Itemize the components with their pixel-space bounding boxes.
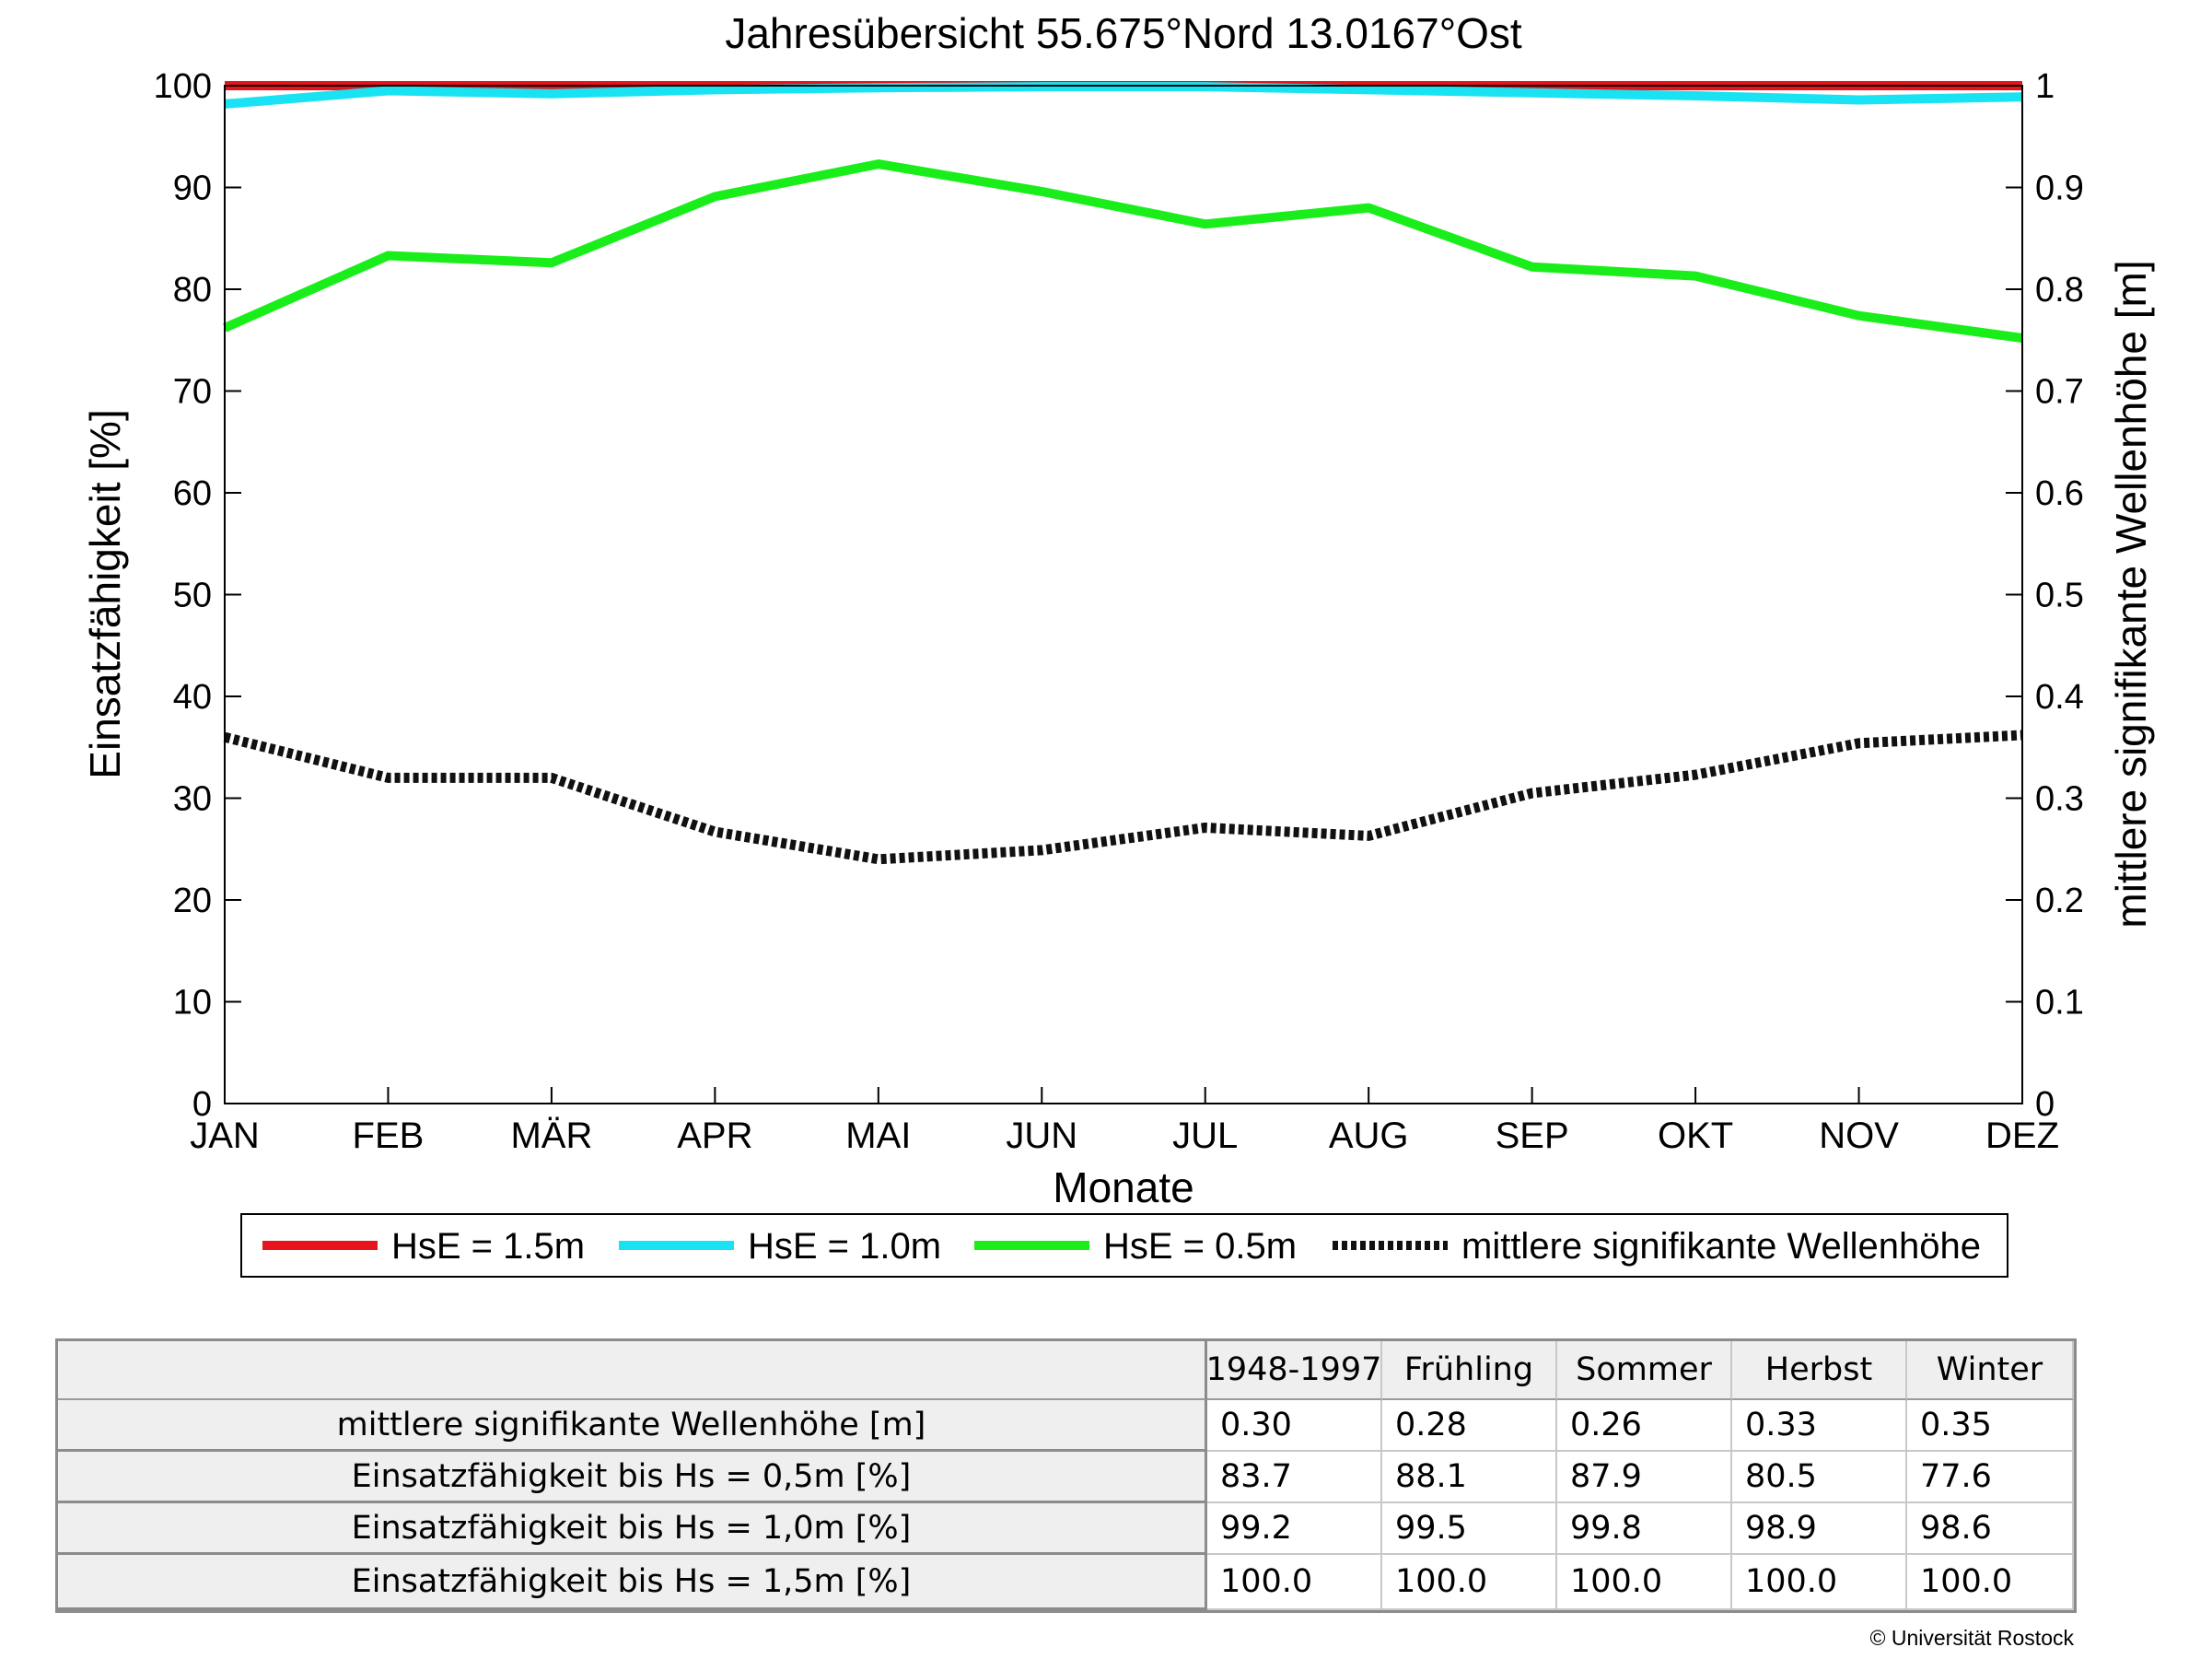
series-line-2 — [222, 159, 2023, 343]
table-header-summer: Sommer — [1557, 1341, 1732, 1400]
legend-label: HsE = 1.0m — [748, 1226, 941, 1267]
table-cell: 98.9 — [1732, 1503, 1907, 1555]
x-tick-label: APR — [677, 1116, 752, 1156]
table-cell: 100.0 — [1907, 1555, 2074, 1610]
y-tick-label-right: 0.5 — [2035, 577, 2084, 615]
table-header-autumn: Herbst — [1732, 1341, 1907, 1400]
x-tick-label: MÄR — [510, 1116, 592, 1156]
y-tick-label-left: 10 — [173, 984, 212, 1022]
x-tick-label: NOV — [1819, 1116, 1899, 1156]
table-cell: 87.9 — [1557, 1452, 1732, 1503]
x-tick-label: JAN — [190, 1116, 260, 1156]
y-tick-label-right: 0.8 — [2035, 271, 2084, 310]
table-cell: 83.7 — [1207, 1452, 1382, 1503]
y-axis-label-right: mittlere signifikante Wellenhöhe [m] — [2107, 260, 2155, 928]
y-tick-label-left: 50 — [173, 577, 212, 615]
chart: Jahresübersicht 55.675°Nord 13.0167°Ost 0… — [81, 9, 2155, 1278]
table-cell: 0.26 — [1557, 1400, 1732, 1452]
y-tick-label-right: 0.1 — [2035, 984, 2084, 1022]
table-cell: 80.5 — [1732, 1452, 1907, 1503]
y-tick-label-left: 30 — [173, 780, 212, 819]
table-cell: 99.8 — [1557, 1503, 1732, 1555]
y-tick-label-left: 20 — [173, 882, 212, 920]
table-cell: 99.2 — [1207, 1503, 1382, 1555]
legend-box — [240, 1213, 2008, 1278]
y-tick-label-left: 80 — [173, 271, 212, 310]
table-cell: 0.33 — [1732, 1400, 1907, 1452]
x-tick-label: AUG — [1329, 1116, 1409, 1156]
table-cell: 100.0 — [1732, 1555, 1907, 1610]
x-tick-label: SEP — [1496, 1116, 1569, 1156]
plot-frame — [224, 85, 2023, 1104]
table-cell: 88.1 — [1382, 1452, 1557, 1503]
legend-label: HsE = 1.5m — [391, 1226, 585, 1267]
table-cell: 77.6 — [1907, 1452, 2074, 1503]
x-axis-label: Monate — [1053, 1163, 1193, 1211]
x-tick-label: MAI — [845, 1116, 911, 1156]
table-cell: 0.30 — [1207, 1400, 1382, 1452]
table-header-spring: Frühling — [1382, 1341, 1557, 1400]
series-line-1 — [224, 82, 2023, 109]
y-tick-label-left: 40 — [173, 678, 212, 717]
table-cell: 99.5 — [1382, 1503, 1557, 1555]
table-cell: 100.0 — [1207, 1555, 1382, 1610]
legend-label: mittlere signifikante Wellenhöhe — [1461, 1226, 1981, 1267]
y-tick-label-right: 0.4 — [2035, 678, 2084, 717]
table-header-winter: Winter — [1907, 1341, 2074, 1400]
table-row-label: mittlere signifikante Wellenhöhe [m] — [58, 1400, 1207, 1452]
y-tick-label-left: 100 — [154, 67, 212, 106]
y-tick-label-left: 90 — [173, 169, 212, 208]
x-tick-label: JUL — [1172, 1116, 1238, 1156]
y-tick-label-left: 0 — [192, 1085, 212, 1124]
x-tick-label: FEB — [353, 1116, 425, 1156]
y-tick-label-left: 70 — [173, 373, 212, 412]
y-tick-label-right: 0.2 — [2035, 882, 2084, 920]
chart-title: Jahresübersicht 55.675°Nord 13.0167°Ost — [725, 9, 1522, 57]
x-tick-label: DEZ — [1985, 1116, 2059, 1156]
y-tick-label-right: 0 — [2035, 1085, 2055, 1124]
table-row-label: Einsatzfähigkeit bis Hs = 1,5m [%] — [58, 1555, 1207, 1610]
table-row-label: Einsatzfähigkeit bis Hs = 1,0m [%] — [58, 1503, 1207, 1555]
table-header-corner — [58, 1341, 1207, 1400]
table-header-period: 1948-1997 — [1207, 1341, 1382, 1400]
table-cell: 0.35 — [1907, 1400, 2074, 1452]
series-line-3 — [223, 730, 2023, 865]
table-cell: 100.0 — [1382, 1555, 1557, 1610]
y-tick-label-right: 1 — [2035, 67, 2055, 106]
table-cell: 98.6 — [1907, 1503, 2074, 1555]
legend-label: HsE = 0.5m — [1103, 1226, 1297, 1267]
y-tick-label-right: 0.3 — [2035, 780, 2084, 819]
x-tick-label: JUN — [1006, 1116, 1077, 1156]
y-tick-label-right: 0.9 — [2035, 169, 2084, 208]
table-cell: 100.0 — [1557, 1555, 1732, 1610]
y-tick-label-right: 0.7 — [2035, 373, 2084, 412]
y-tick-label-left: 60 — [173, 474, 212, 513]
y-axis-label-left: Einsatzfähigkeit [%] — [81, 409, 129, 778]
table-cell: 0.28 — [1382, 1400, 1557, 1452]
x-tick-label: OKT — [1658, 1116, 1733, 1156]
statistics-table: 1948-1997 Frühling Sommer Herbst Winter … — [55, 1338, 2077, 1613]
copyright-notice: © Universität Rostock — [1869, 1626, 2074, 1650]
table-row-label: Einsatzfähigkeit bis Hs = 0,5m [%] — [58, 1452, 1207, 1503]
y-tick-label-right: 0.6 — [2035, 474, 2084, 513]
